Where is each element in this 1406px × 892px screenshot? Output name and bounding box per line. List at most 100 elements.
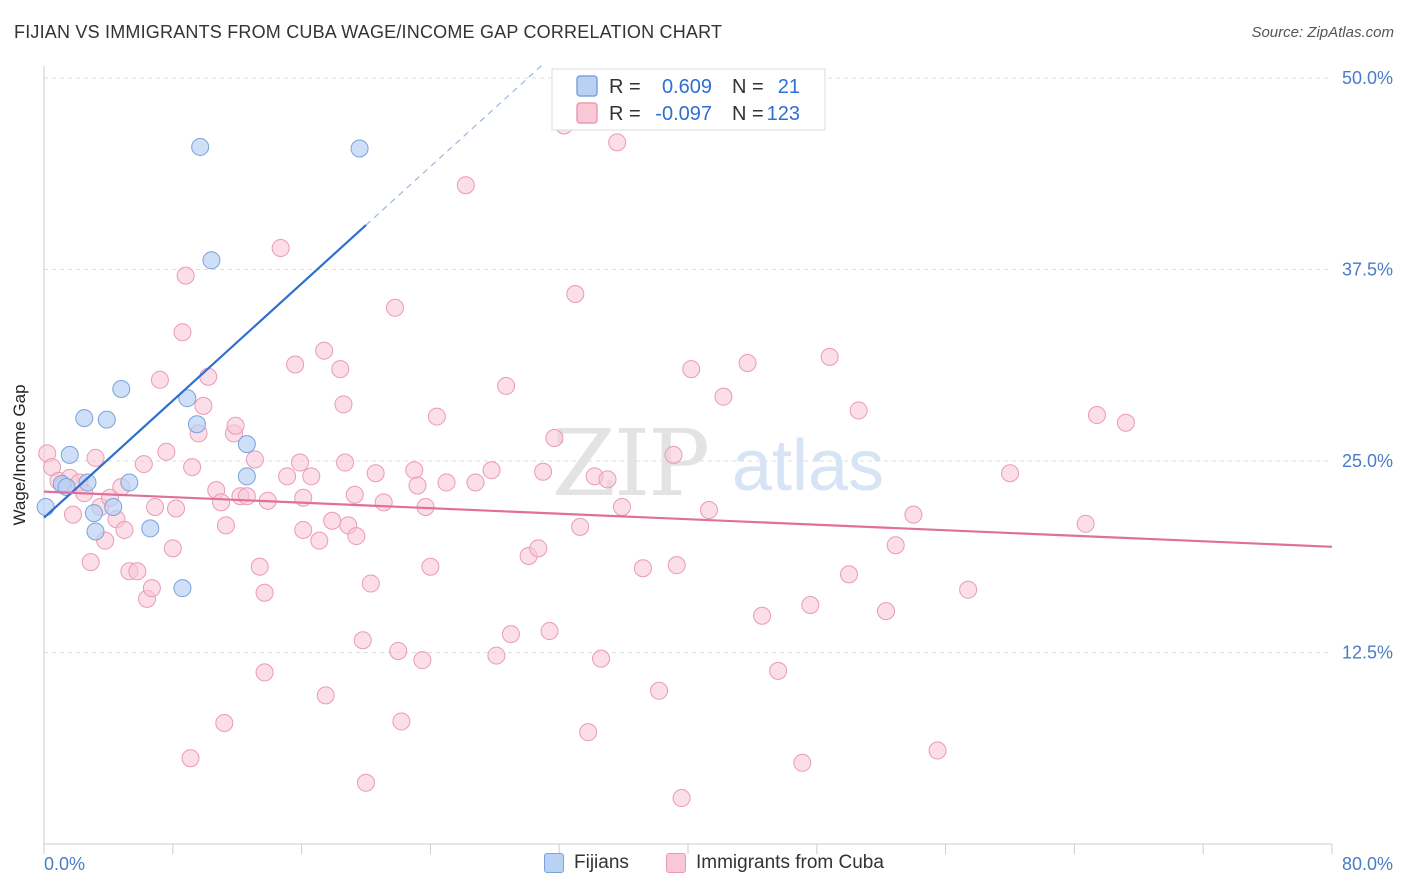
data-point bbox=[664, 445, 683, 464]
data-point bbox=[1116, 413, 1135, 432]
data-point bbox=[226, 416, 245, 435]
data-point bbox=[738, 353, 757, 372]
data-point bbox=[345, 485, 364, 504]
legend-n-label: N = bbox=[732, 76, 764, 98]
data-point bbox=[501, 625, 520, 644]
data-point bbox=[237, 487, 256, 506]
data-point bbox=[413, 651, 432, 670]
data-point bbox=[579, 723, 598, 742]
data-point bbox=[181, 749, 200, 768]
data-point bbox=[310, 531, 329, 550]
data-point bbox=[157, 442, 176, 461]
data-point bbox=[286, 355, 305, 374]
data-point bbox=[353, 631, 372, 650]
y-tick-label: 12.5% bbox=[1342, 643, 1393, 663]
data-point bbox=[361, 574, 380, 593]
data-point bbox=[315, 341, 334, 360]
series-fijians bbox=[36, 137, 369, 598]
data-point bbox=[497, 376, 516, 395]
data-point bbox=[178, 389, 197, 408]
data-point bbox=[115, 520, 134, 539]
data-point bbox=[699, 501, 718, 520]
data-point bbox=[886, 536, 905, 555]
legend-n-value: 21 bbox=[778, 76, 800, 98]
data-point bbox=[672, 789, 691, 808]
data-point bbox=[97, 410, 116, 429]
data-point bbox=[255, 583, 274, 602]
data-point bbox=[134, 455, 153, 474]
data-point bbox=[374, 493, 393, 512]
data-point bbox=[753, 606, 772, 625]
data-point bbox=[146, 497, 165, 516]
data-point bbox=[1087, 406, 1106, 425]
data-point bbox=[216, 516, 235, 535]
data-point bbox=[405, 461, 424, 480]
data-point bbox=[36, 497, 55, 516]
data-point bbox=[187, 415, 206, 434]
data-point bbox=[163, 539, 182, 558]
data-point bbox=[194, 396, 213, 415]
data-point bbox=[389, 641, 408, 660]
data-point bbox=[366, 464, 385, 483]
bottom-legend-label: Immigrants from Cuba bbox=[696, 852, 884, 873]
data-point bbox=[877, 602, 896, 621]
trend-lines bbox=[43, 63, 1333, 548]
data-point bbox=[250, 557, 269, 576]
data-point bbox=[849, 401, 868, 420]
data-point bbox=[456, 176, 475, 195]
data-point bbox=[959, 580, 978, 599]
data-point bbox=[63, 505, 82, 524]
data-point bbox=[191, 137, 210, 156]
data-point bbox=[84, 504, 103, 523]
data-point bbox=[840, 565, 858, 584]
bottom-legend: Fijians Immigrants from Cuba bbox=[0, 852, 1406, 878]
source-attribution: Source: ZipAtlas.com bbox=[1251, 24, 1394, 41]
data-point bbox=[650, 681, 669, 700]
data-point bbox=[540, 622, 559, 641]
fijians-swatch-icon bbox=[544, 853, 564, 873]
data-point bbox=[571, 517, 590, 536]
data-point bbox=[212, 493, 231, 512]
data-point bbox=[141, 519, 160, 538]
data-point bbox=[78, 473, 97, 492]
data-point bbox=[612, 497, 631, 516]
data-point bbox=[347, 527, 366, 546]
data-point bbox=[1001, 464, 1019, 483]
data-point bbox=[167, 499, 186, 518]
data-point bbox=[529, 539, 548, 558]
chart-title: FIJIAN VS IMMIGRANTS FROM CUBA WAGE/INCO… bbox=[14, 22, 723, 42]
watermark-atlas: atlas bbox=[732, 426, 884, 506]
trend-line-cuba bbox=[43, 490, 1333, 548]
data-point bbox=[793, 753, 812, 772]
data-point bbox=[81, 553, 100, 572]
legend-r-label: R = bbox=[609, 76, 641, 98]
data-point bbox=[714, 387, 733, 406]
data-point bbox=[633, 559, 652, 578]
data-point bbox=[199, 367, 218, 386]
legend-n-value: 123 bbox=[767, 103, 800, 125]
data-point bbox=[769, 661, 788, 680]
data-point bbox=[482, 461, 501, 480]
data-point bbox=[120, 473, 139, 492]
y-tick-label: 50.0% bbox=[1342, 68, 1393, 88]
bottom-legend-item-cuba: Immigrants from Cuba bbox=[666, 852, 884, 874]
data-point bbox=[392, 712, 411, 731]
data-point bbox=[323, 511, 342, 530]
x-tick-label: 0.0% bbox=[44, 854, 85, 874]
data-point bbox=[245, 450, 264, 469]
trend-line-fijians bbox=[43, 224, 367, 519]
data-point bbox=[271, 239, 290, 258]
x-axis bbox=[43, 843, 1333, 854]
data-point bbox=[202, 251, 221, 270]
data-point bbox=[801, 596, 820, 615]
data-point bbox=[437, 473, 456, 492]
data-point bbox=[427, 407, 446, 426]
data-point bbox=[294, 520, 313, 539]
legend-r-label: R = bbox=[609, 103, 641, 125]
trend-line-fijians-extension bbox=[365, 63, 544, 226]
data-point bbox=[176, 266, 195, 285]
series-immigrants-from-cuba bbox=[38, 116, 1135, 808]
bottom-legend-item-fijians: Fijians bbox=[544, 852, 629, 874]
data-point bbox=[237, 467, 256, 486]
